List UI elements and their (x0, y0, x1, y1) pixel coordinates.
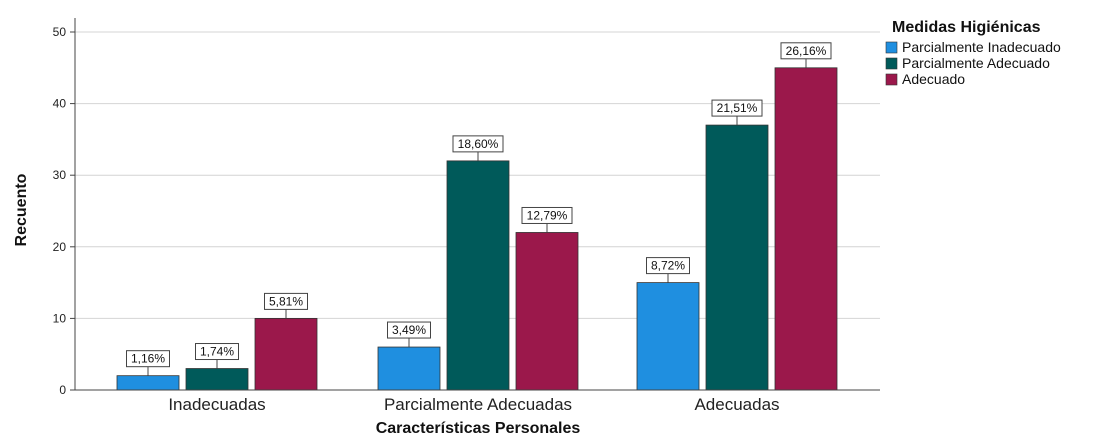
data-label: 21,51% (717, 101, 758, 115)
data-label-box (195, 343, 239, 361)
data-label-box (387, 321, 431, 339)
legend-entry: Parcialmente Inadecuado (902, 39, 1061, 55)
y-tick-label: 40 (53, 97, 67, 111)
data-label: 26,16% (786, 44, 827, 58)
bar (116, 375, 180, 391)
y-tick-label: 20 (53, 240, 67, 254)
x-axis-title: Características Personales (376, 420, 581, 437)
y-tick-label: 50 (53, 25, 67, 39)
legend-swatch (885, 41, 898, 54)
x-tick-label: Parcialmente Adecuadas (384, 395, 572, 414)
y-axis-title: Recuento (13, 173, 30, 246)
data-label: 18,60% (458, 137, 499, 151)
data-label-box (646, 257, 690, 275)
x-tick-label: Inadecuadas (168, 395, 265, 414)
legend-swatch (885, 57, 898, 70)
data-label: 8,72% (651, 259, 685, 273)
data-label: 5,81% (269, 294, 303, 308)
bar (446, 160, 510, 391)
bar (377, 346, 441, 391)
bar (515, 232, 579, 391)
data-label-box (126, 350, 170, 368)
legend-swatch (885, 73, 898, 86)
x-tick-label: Adecuadas (694, 395, 779, 414)
data-label-box (452, 135, 504, 153)
bar (705, 124, 769, 391)
legend: Medidas Higiénicas Parcialmente Inadecua… (885, 19, 1061, 87)
data-label: 3,49% (392, 323, 426, 337)
x-axis: Inadecuadas Parcialmente Adecuadas Adecuad… (75, 389, 880, 414)
bar (254, 317, 318, 391)
y-axis: 0 10 20 30 40 50 (53, 18, 76, 397)
data-labels: 1,16% 1,74% 5,81% 3,49% 18,60% 12,79% 8,72% 21,… (126, 42, 832, 376)
bar (636, 282, 700, 391)
bar (185, 368, 249, 391)
legend-entry: Parcialmente Adecuado (902, 55, 1050, 71)
legend-title: Medidas Higiénicas (892, 19, 1041, 36)
y-tick-label: 30 (53, 168, 67, 182)
y-tick-label: 0 (59, 383, 66, 397)
bar (774, 67, 838, 391)
data-label-box (780, 42, 832, 60)
y-tick-label: 10 (53, 311, 67, 325)
data-label: 1,74% (200, 345, 234, 359)
data-label-box (264, 292, 308, 310)
data-label: 12,79% (527, 208, 568, 222)
data-label: 1,16% (131, 352, 165, 366)
data-label-box (711, 99, 763, 117)
legend-entry: Adecuado (902, 71, 965, 87)
data-label-box (521, 206, 573, 224)
